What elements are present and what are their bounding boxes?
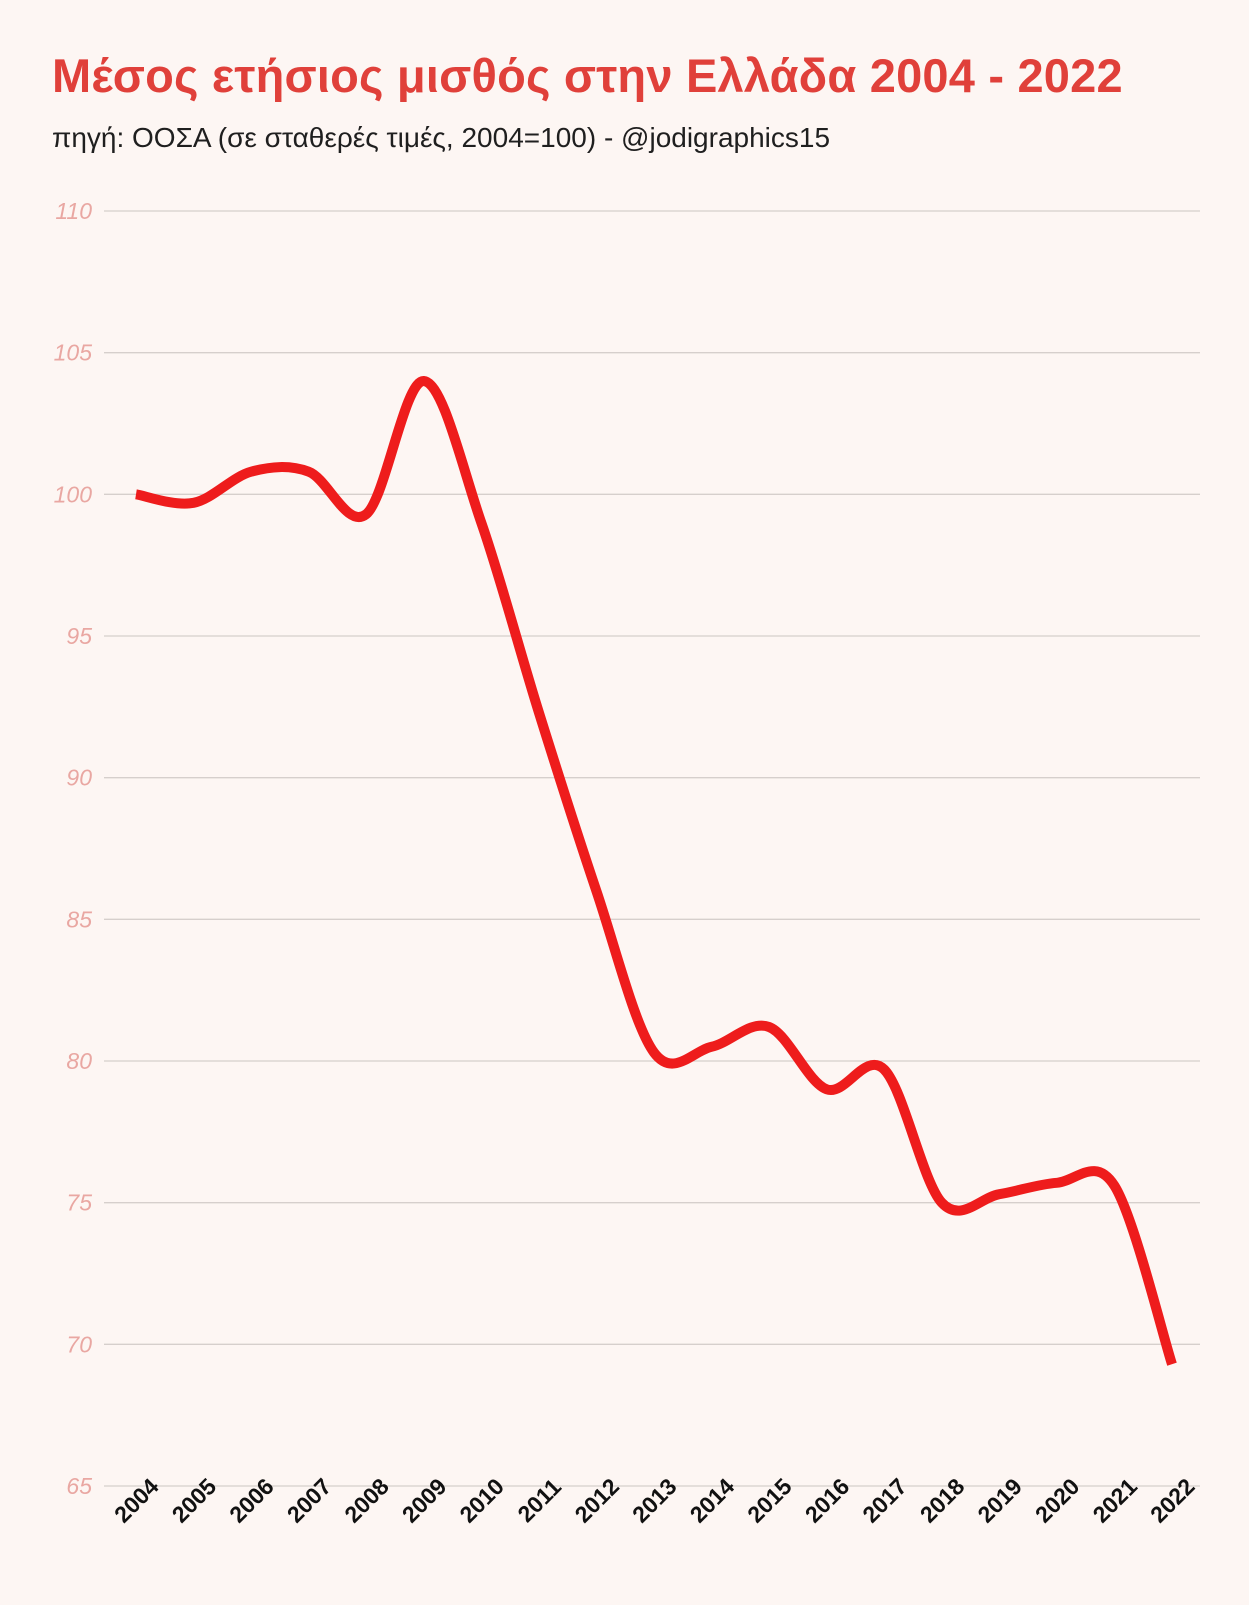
y-tick-label-90: 90 bbox=[66, 765, 92, 791]
y-tick-label-100: 100 bbox=[54, 481, 93, 507]
x-tick-label-2010: 2010 bbox=[454, 1473, 509, 1528]
y-tick-label-85: 85 bbox=[66, 906, 92, 932]
x-tick-label-2020: 2020 bbox=[1030, 1473, 1085, 1528]
data-point-2020 bbox=[1052, 1178, 1062, 1188]
x-tick-label-2014: 2014 bbox=[685, 1473, 740, 1528]
data-point-2012 bbox=[591, 886, 601, 896]
x-tick-label-2018: 2018 bbox=[915, 1473, 970, 1528]
gridlines bbox=[104, 210, 1200, 1487]
y-tick-label-105: 105 bbox=[54, 340, 93, 366]
series-line bbox=[134, 376, 1177, 1366]
chart-title: Μέσος ετήσιος μισθός στην Ελλάδα 2004 - … bbox=[52, 49, 1123, 102]
x-tick-label-2009: 2009 bbox=[397, 1473, 452, 1528]
data-point-2014 bbox=[707, 1042, 717, 1052]
y-tick-label-65: 65 bbox=[66, 1473, 92, 1499]
data-point-2011 bbox=[534, 708, 544, 718]
data-point-2019 bbox=[994, 1189, 1004, 1199]
x-tick-label-2006: 2006 bbox=[224, 1473, 279, 1528]
x-tick-label-2011: 2011 bbox=[512, 1473, 566, 1527]
x-tick-label-2004: 2004 bbox=[109, 1473, 164, 1528]
data-point-2021 bbox=[1109, 1181, 1119, 1191]
data-point-2018 bbox=[937, 1198, 947, 1208]
y-tick-label-110: 110 bbox=[55, 198, 92, 224]
x-tick-label-2008: 2008 bbox=[339, 1473, 394, 1528]
y-tick-label-70: 70 bbox=[66, 1331, 92, 1357]
y-tick-label-80: 80 bbox=[66, 1048, 92, 1074]
data-point-2017 bbox=[879, 1065, 889, 1075]
data-point-2010 bbox=[476, 518, 486, 528]
x-axis-ticks: 2004 2005 2006 2007 2008 2009 2010 2011 2012 2013… bbox=[109, 1473, 1200, 1528]
chart-subtitle: πηγή: ΟΟΣΑ (σε σταθερές τιμές, 2004=100)… bbox=[52, 122, 831, 153]
y-tick-label-75: 75 bbox=[66, 1190, 92, 1216]
data-point-2006 bbox=[246, 467, 256, 477]
x-tick-label-2015: 2015 bbox=[742, 1473, 797, 1528]
y-axis-ticks: 65 70 75 80 85 90 95 100 105 110 bbox=[54, 198, 93, 1499]
x-tick-label-2016: 2016 bbox=[800, 1473, 855, 1528]
x-tick-label-2005: 2005 bbox=[167, 1473, 222, 1528]
data-point-2008 bbox=[361, 509, 371, 519]
data-points bbox=[131, 376, 1177, 1369]
data-point-2009 bbox=[419, 376, 429, 386]
data-point-2007 bbox=[304, 467, 314, 477]
y-tick-label-95: 95 bbox=[66, 623, 92, 649]
data-point-2004 bbox=[131, 489, 141, 499]
x-tick-label-2019: 2019 bbox=[972, 1473, 1027, 1528]
x-tick-label-2013: 2013 bbox=[627, 1473, 682, 1528]
series-layer bbox=[134, 376, 1177, 1366]
data-point-2005 bbox=[189, 498, 199, 508]
x-tick-label-2012: 2012 bbox=[570, 1473, 625, 1528]
data-point-2015 bbox=[764, 1022, 774, 1032]
data-point-2016 bbox=[822, 1084, 832, 1094]
x-tick-label-2007: 2007 bbox=[282, 1473, 337, 1528]
x-tick-label-2017: 2017 bbox=[857, 1473, 912, 1528]
x-tick-label-2021: 2021 bbox=[1088, 1473, 1143, 1528]
x-tick-label-2022: 2022 bbox=[1145, 1473, 1200, 1528]
data-point-2013 bbox=[649, 1048, 659, 1058]
data-point-2022 bbox=[1167, 1359, 1177, 1369]
